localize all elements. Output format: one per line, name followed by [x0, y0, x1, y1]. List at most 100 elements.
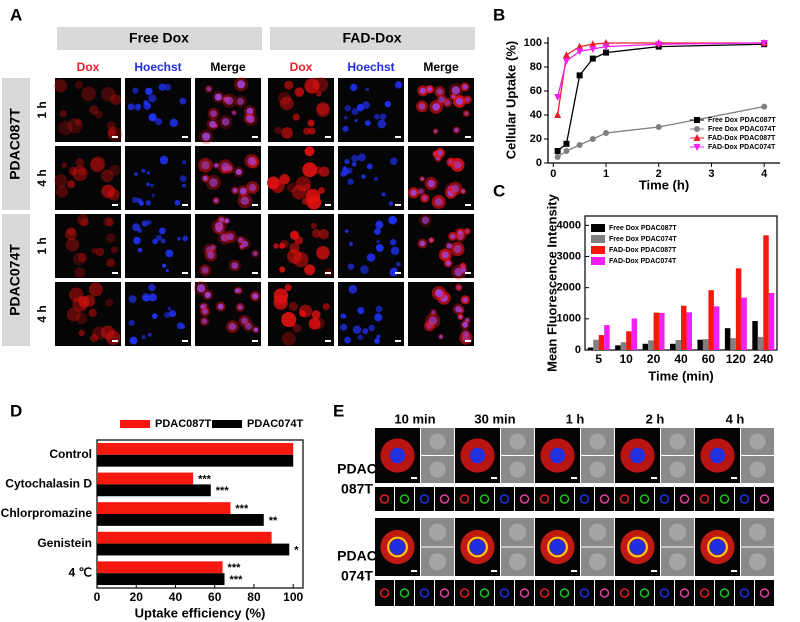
- micrograph: [581, 428, 614, 455]
- cell: [107, 126, 123, 142]
- x-axis-title: Time (h): [639, 177, 689, 192]
- scale-bar: [325, 272, 331, 274]
- x-tick-label: 4: [761, 168, 768, 180]
- cell: [81, 86, 96, 101]
- micrograph: [535, 487, 554, 511]
- nucleus: [236, 97, 245, 106]
- bar: [97, 561, 223, 574]
- x-tick-label: 120: [726, 352, 746, 366]
- nucleus: [462, 334, 470, 342]
- nucleus: [451, 184, 460, 193]
- cell: [75, 158, 85, 167]
- x-tick-label: 60: [208, 590, 222, 604]
- nucleus: [427, 86, 433, 92]
- marker: [589, 136, 596, 142]
- cell: [281, 312, 297, 328]
- y-tick-label: 0: [575, 344, 581, 356]
- cell: [439, 588, 450, 598]
- nucleus: [374, 313, 383, 322]
- nucleus: [342, 166, 347, 171]
- image-background: [455, 487, 474, 511]
- micrograph: [555, 580, 574, 606]
- nucleus: [245, 322, 253, 330]
- nucleus: [629, 539, 646, 555]
- nucleus: [211, 245, 216, 250]
- nucleus: [133, 236, 141, 245]
- series-line: [557, 42, 765, 98]
- cell: [319, 166, 330, 177]
- nucleus: [446, 243, 452, 249]
- nucleus: [148, 293, 157, 302]
- micrograph: [195, 146, 261, 210]
- nucleus: [165, 268, 169, 273]
- micrograph: [415, 580, 434, 606]
- nucleus: [340, 323, 348, 331]
- cell-line-label: PDAC087T: [7, 108, 23, 180]
- cell: [639, 588, 650, 598]
- micrograph: [661, 547, 694, 576]
- cell: [316, 103, 331, 118]
- nucleus: [376, 334, 381, 339]
- nucleus: [151, 193, 155, 197]
- micrograph: [735, 580, 754, 606]
- legend-swatch: [212, 420, 242, 428]
- cell: [304, 146, 315, 157]
- y-tick-label: 60: [530, 85, 542, 97]
- cell: [659, 588, 670, 598]
- nucleus: [136, 197, 143, 204]
- cell: [88, 282, 103, 297]
- scale-bar: [465, 136, 471, 138]
- micrograph: [125, 78, 191, 142]
- marker: [576, 48, 584, 56]
- legend-label: PDAC074T: [247, 418, 304, 430]
- micrograph: [54, 146, 121, 210]
- image-background: [675, 580, 694, 606]
- micrograph: [408, 282, 474, 346]
- marker: [554, 148, 561, 154]
- cell: [78, 295, 90, 307]
- nucleus: [464, 318, 470, 323]
- cell: [288, 301, 299, 312]
- legend-swatch: [591, 257, 605, 265]
- cell: [105, 330, 121, 346]
- nucleus: [434, 289, 444, 298]
- nucleus: [207, 251, 215, 260]
- bar: [587, 347, 594, 350]
- cell: [312, 229, 321, 238]
- legend-label: PDAC087T: [155, 418, 212, 430]
- scale-bar: [112, 204, 118, 206]
- nucleus: [352, 325, 362, 334]
- cell: [669, 461, 686, 478]
- nucleus: [453, 245, 462, 254]
- nucleus: [215, 226, 222, 233]
- y-tick-label: 2000: [557, 282, 581, 294]
- cell: [101, 87, 116, 102]
- nucleus: [429, 238, 433, 242]
- cell: [279, 239, 289, 249]
- nucleus: [351, 161, 357, 167]
- nucleus: [389, 539, 406, 555]
- nucleus: [455, 305, 462, 313]
- scale-bar: [465, 272, 471, 274]
- nucleus: [441, 251, 449, 259]
- nucleus: [357, 153, 366, 162]
- nucleus: [368, 324, 375, 332]
- micrograph: [338, 146, 404, 210]
- nucleus: [206, 86, 212, 92]
- micrograph: [435, 580, 454, 606]
- y-tick-label: 1000: [557, 313, 581, 325]
- micrograph: [755, 580, 774, 606]
- cell-ring: [467, 536, 488, 558]
- cell-line-label: PDAC074T: [7, 244, 23, 316]
- nucleus: [145, 87, 153, 96]
- micrograph: [581, 547, 614, 576]
- micrograph: [195, 214, 261, 278]
- cell: [301, 197, 310, 205]
- nucleus: [344, 105, 351, 112]
- marker: [655, 41, 663, 49]
- nucleus: [231, 262, 239, 269]
- nucleus: [432, 103, 441, 111]
- nucleus: [232, 188, 238, 193]
- nucleus: [451, 86, 461, 95]
- significance-label: ***: [235, 503, 249, 515]
